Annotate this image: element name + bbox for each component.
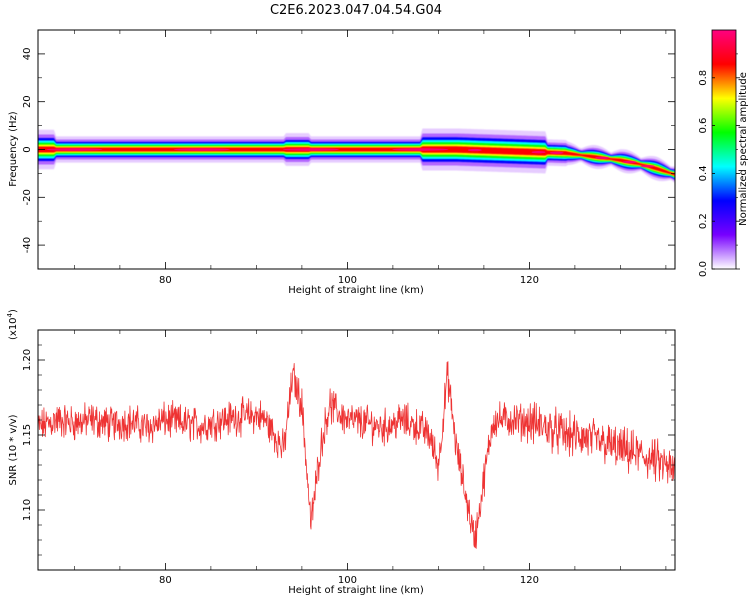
y-tick-label: 1.20 [22, 349, 33, 371]
heatmap-peak-core [283, 148, 339, 151]
colorbar-tick-label: 0.6 [698, 118, 709, 134]
scale-exponent: 4 [6, 312, 14, 317]
y-tick-label: 40 [22, 48, 33, 61]
snr-y-ticks: 1.20 1.15 1.10 [22, 329, 675, 571]
colorbar-tick-label: 0.2 [698, 213, 709, 229]
heatmap-ridge [38, 128, 675, 184]
heatmap-peak-core [467, 148, 482, 152]
colorbar-bar [711, 29, 737, 270]
x-tick-label: 80 [159, 575, 172, 586]
x-tick-label: 100 [338, 575, 357, 586]
x-tick-label: 120 [520, 575, 539, 586]
heatmap-peak-core [595, 156, 610, 160]
colorbar-tick-label: 0.8 [698, 70, 709, 86]
colorbar-ticks: 0.0 0.2 0.4 0.6 0.8 [698, 53, 740, 277]
snr-series-line [38, 361, 675, 549]
colorbar-tick-label: 0.4 [698, 165, 709, 181]
y-tick-label: -40 [22, 237, 33, 253]
x-tick-label: 100 [338, 275, 357, 286]
snr-y-axis-label: SNR (10 * v/v) [8, 414, 19, 485]
heatmap-y-ticks: 40 20 0 -20 -40 [22, 29, 675, 270]
svg-text:(x104): (x104) [6, 309, 19, 340]
heatmap-peak-core [640, 165, 655, 168]
snr-scale-label: (x104) [6, 309, 19, 340]
y-tick-label: 1.15 [22, 424, 33, 446]
heatmap-panel: 80 100 120 40 20 0 -20 -40 Height of straight … [8, 29, 676, 296]
snr-frame [37, 329, 676, 571]
heatmap-peak-core [622, 160, 637, 164]
snr-panel: 80 100 120 1.20 1.15 1.10 Height of straight… [6, 309, 676, 596]
colorbar-tick-label: 0.0 [698, 261, 709, 277]
y-tick-label: 0 [22, 146, 33, 152]
x-tick-label: 80 [159, 275, 172, 286]
y-tick-label: 20 [22, 95, 33, 108]
heatmap-x-ticks: 80 100 120 [74, 30, 667, 286]
colorbar: 0.0 0.2 0.4 0.6 0.8 Normalized spectral ampl… [698, 29, 749, 277]
x-tick-label: 120 [520, 275, 539, 286]
heatmap-peak-core [549, 151, 564, 154]
scale-text: (x10 [8, 317, 19, 340]
y-tick-label: 1.10 [22, 499, 33, 521]
heatmap-peak-core [173, 148, 230, 151]
snr-x-axis-label: Height of straight line (km) [288, 585, 424, 596]
snr-x-ticks: 80 100 120 [74, 330, 667, 586]
y-tick-label: -20 [22, 189, 33, 205]
heatmap-y-axis-label: Frequency (Hz) [8, 111, 19, 187]
heatmap-x-axis-label: Height of straight line (km) [288, 285, 424, 296]
heatmap-peak-core [46, 148, 103, 151]
heatmap-peak-core [392, 148, 449, 151]
heatmap-peak-core [531, 150, 546, 154]
colorbar-label: Normalized spectral amplitude [738, 72, 749, 226]
page-title: C2E6.2023.047.04.54.G04 [270, 3, 442, 18]
heatmap-amplitude-band [38, 146, 675, 176]
